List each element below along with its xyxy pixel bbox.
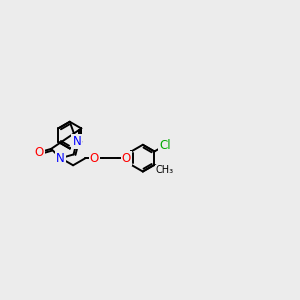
Text: N: N (56, 152, 65, 165)
Text: O: O (34, 146, 44, 159)
Text: Cl: Cl (159, 139, 171, 152)
Text: O: O (122, 152, 131, 165)
Text: O: O (90, 152, 99, 165)
Text: CH₃: CH₃ (155, 166, 173, 176)
Text: N: N (72, 135, 81, 148)
